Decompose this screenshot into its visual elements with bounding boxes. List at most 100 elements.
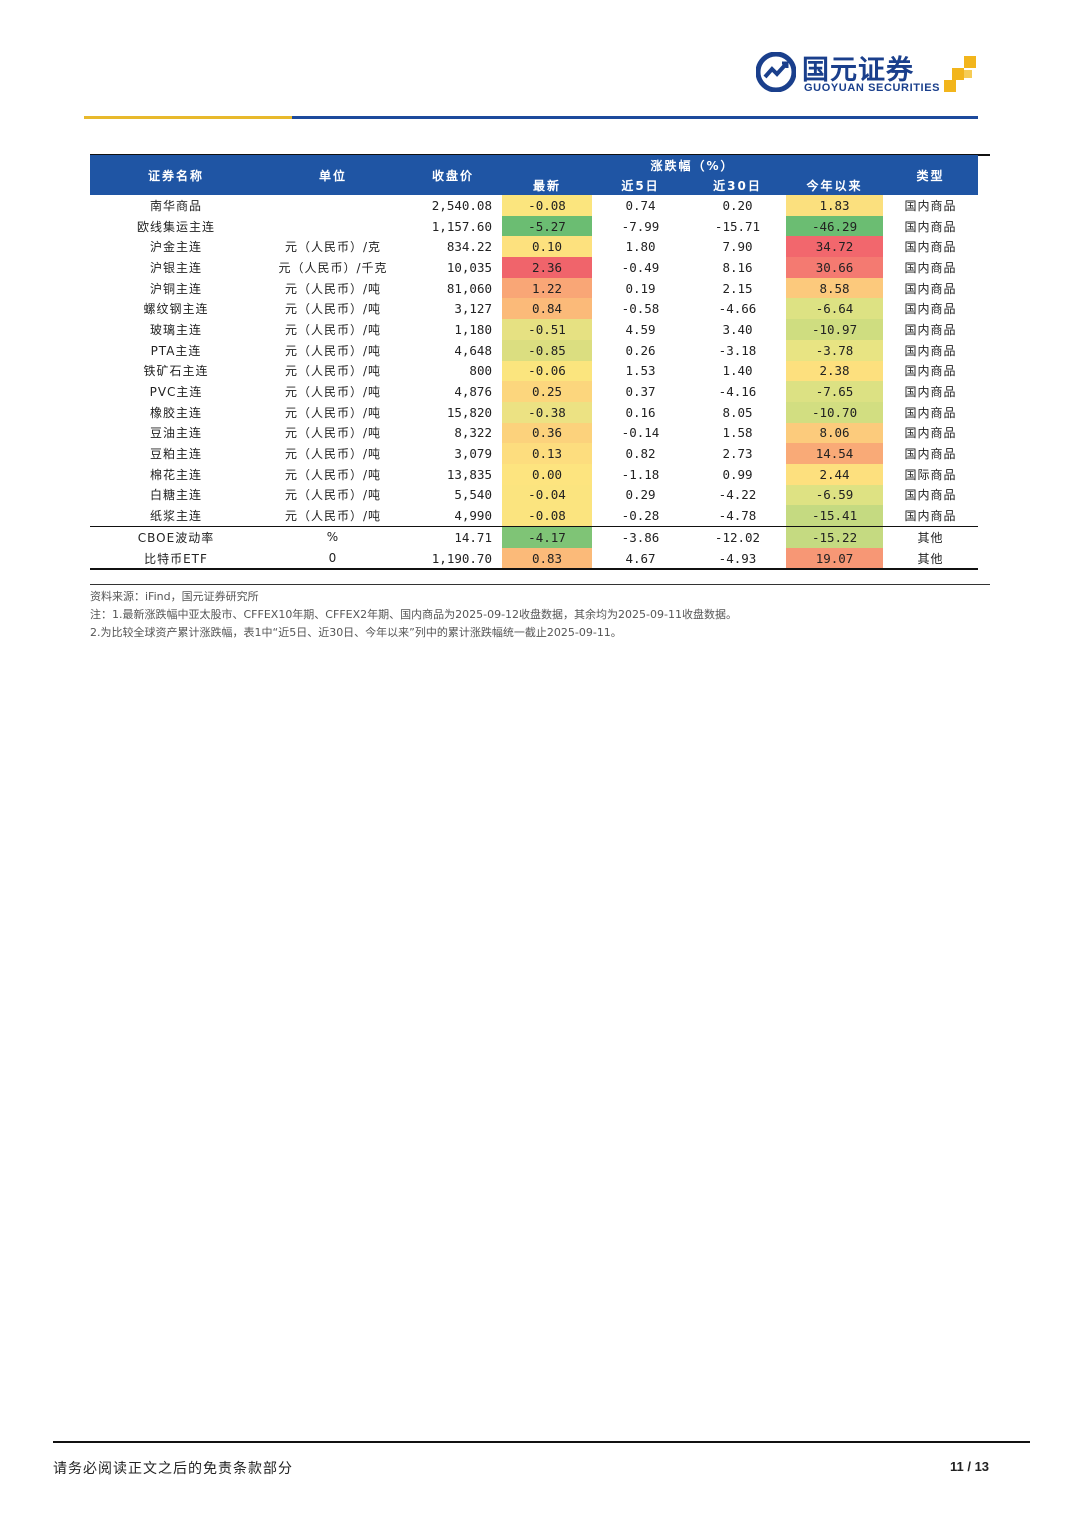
cell-name: PTA主连: [150, 343, 202, 358]
cell-ytd: -6.64: [786, 298, 884, 320]
cell-name: 沪铜主连: [149, 281, 202, 296]
cell-unit: 元（人民币）/吨: [284, 385, 382, 400]
cell-type: 国内商品: [904, 509, 957, 524]
header-close: 收盘价: [404, 155, 502, 195]
cell-d30: 7.90: [722, 239, 753, 255]
cell-close: 3,127: [454, 301, 492, 317]
cell-unit: %: [262, 525, 404, 548]
cell-name: 白糖主连: [149, 488, 202, 503]
cell-unit: [262, 216, 404, 237]
cell-name: 沪银主连: [149, 260, 202, 275]
cell-unit: 元（人民币）/吨: [284, 447, 382, 462]
source-note: 资料来源：iFind，国元证券研究所: [90, 590, 259, 603]
cell-ytd: 34.72: [786, 236, 884, 258]
cell-type: 国际商品: [904, 467, 957, 482]
header-unit: 单位: [262, 155, 404, 195]
cell-latest: -0.85: [502, 339, 592, 361]
cell-d5: -3.86: [592, 525, 689, 548]
cell-type: 国内商品: [904, 240, 957, 255]
cell-d5: 0.74: [625, 197, 656, 213]
cell-d5: 0.37: [625, 384, 656, 400]
cell-unit: 元（人民币）/千克: [278, 260, 388, 275]
cell-d30: -4.66: [718, 301, 757, 317]
cell-type: 国内商品: [904, 488, 957, 503]
cell-d5: -0.58: [621, 301, 660, 317]
cell-d30: 8.05: [722, 404, 753, 420]
cell-name: 玻璃主连: [149, 322, 202, 337]
cell-ytd: 2.44: [786, 463, 884, 485]
cell-close: 4,990: [454, 508, 492, 524]
cell-close: 800: [469, 363, 492, 379]
table-row: 沪银主连 元（人民币）/千克 10,035 2.36 -0.49 8.16 30.66 国内商…: [90, 257, 978, 278]
cell-d5: -0.14: [621, 425, 660, 441]
cell-latest: 1.22: [502, 277, 592, 299]
cell-type: 国内商品: [904, 219, 957, 234]
cell-d30: -4.93: [689, 547, 786, 571]
cell-d30: 8.16: [722, 259, 753, 275]
cell-name: PVC主连: [149, 385, 203, 400]
cell-latest: 0.00: [502, 463, 592, 485]
header-change-group: 涨跌幅（%）: [502, 155, 884, 175]
cell-type: 国内商品: [904, 364, 957, 379]
logo-cubes-icon: [944, 56, 976, 92]
cell-close: 4,648: [454, 342, 492, 358]
cell-latest: 0.10: [502, 236, 592, 258]
cell-close: 15,820: [446, 404, 492, 420]
cell-d30: 1.40: [722, 363, 753, 379]
cell-type: 国内商品: [904, 198, 957, 213]
cell-d5: 0.29: [625, 487, 656, 503]
cell-close: 2,540.08: [431, 197, 492, 213]
cell-d5: 4.59: [625, 321, 656, 337]
cell-latest: -0.04: [502, 484, 592, 506]
table-row: 南华商品 2,540.08 -0.08 0.74 0.20 1.83 国内商品: [90, 195, 978, 216]
page-number: 11 / 13: [950, 1459, 990, 1474]
cell-close: 1,180: [454, 321, 492, 337]
cell-ytd: -3.78: [786, 339, 884, 361]
cell-type: 国内商品: [904, 385, 957, 400]
cell-name: 比特币ETF: [90, 547, 262, 571]
cell-type: 其他: [883, 525, 979, 548]
note-2: 2.为比较全球资产累计涨跌幅，表1中“近5日、近30日、今年以来”列中的累计涨跌…: [90, 626, 622, 639]
table-row: 玻璃主连 元（人民币）/吨 1,180 -0.51 4.59 3.40 -10.97 国内商品: [90, 319, 978, 340]
table-row: 比特币ETF 0 1,190.70 0.83 4.67 -4.93 19.07 其他: [90, 547, 979, 571]
cell-close: 14.71: [404, 525, 502, 548]
cell-d30: -15.71: [714, 218, 761, 234]
cell-d5: 0.82: [625, 446, 656, 462]
cell-ytd: -15.41: [786, 505, 884, 527]
cell-ytd: -10.97: [786, 319, 884, 340]
cell-d5: 1.80: [625, 239, 656, 255]
cell-ytd: -10.70: [786, 401, 884, 423]
cell-unit: 元（人民币）/吨: [284, 322, 382, 337]
table-row: 棉花主连 元（人民币）/吨 13,835 0.00 -1.18 0.99 2.44 国际商品: [90, 463, 978, 485]
cell-unit: [262, 195, 404, 216]
table-row: 纸浆主连 元（人民币）/吨 4,990 -0.08 -0.28 -4.78 -15.41 国内…: [90, 505, 978, 527]
table-row: 白糖主连 元（人民币）/吨 5,540 -0.04 0.29 -4.22 -6.59 国内商品: [90, 484, 978, 506]
cell-close: 1,157.60: [431, 218, 492, 234]
cell-d30: 2.73: [722, 446, 753, 462]
cell-unit: 元（人民币）/吨: [284, 364, 382, 379]
table-bottom-rule: [90, 584, 990, 585]
cell-name: 螺纹钢主连: [143, 302, 209, 317]
cell-d5: 4.67: [592, 547, 689, 571]
cell-type: 国内商品: [904, 447, 957, 462]
logo-chinese-name: 国元证券: [802, 55, 914, 86]
cell-unit: 元（人民币）/吨: [284, 509, 382, 524]
cell-unit: 0: [262, 547, 404, 571]
table-body: 南华商品 2,540.08 -0.08 0.74 0.20 1.83 国内商品 欧线集运主连 1…: [90, 195, 979, 571]
cell-d30: -3.18: [718, 342, 757, 358]
table-row: PTA主连 元（人民币）/吨 4,648 -0.85 0.26 -3.18 -3.78 国内商…: [90, 339, 978, 361]
table-row: 螺纹钢主连 元（人民币）/吨 3,127 0.84 -0.58 -4.66 -6.64 国内商…: [90, 298, 978, 320]
cell-d5: 1.53: [625, 363, 656, 379]
cell-type: 国内商品: [904, 343, 957, 358]
cell-close: 81,060: [446, 280, 492, 296]
cell-ytd: -15.22: [786, 525, 884, 548]
cell-name: 橡胶主连: [149, 405, 202, 420]
cell-latest: -0.08: [502, 195, 592, 216]
cell-ytd: 8.58: [786, 277, 884, 299]
cell-type: 国内商品: [904, 322, 957, 337]
cell-ytd: 8.06: [786, 422, 884, 444]
cell-name: 欧线集运主连: [136, 219, 215, 234]
header-rule-blue: [292, 116, 978, 119]
table-notes: 资料来源：iFind，国元证券研究所 注：1.最新涨跌幅中亚太股市、CFFEX1…: [90, 588, 737, 642]
cell-d30: -4.22: [718, 487, 757, 503]
